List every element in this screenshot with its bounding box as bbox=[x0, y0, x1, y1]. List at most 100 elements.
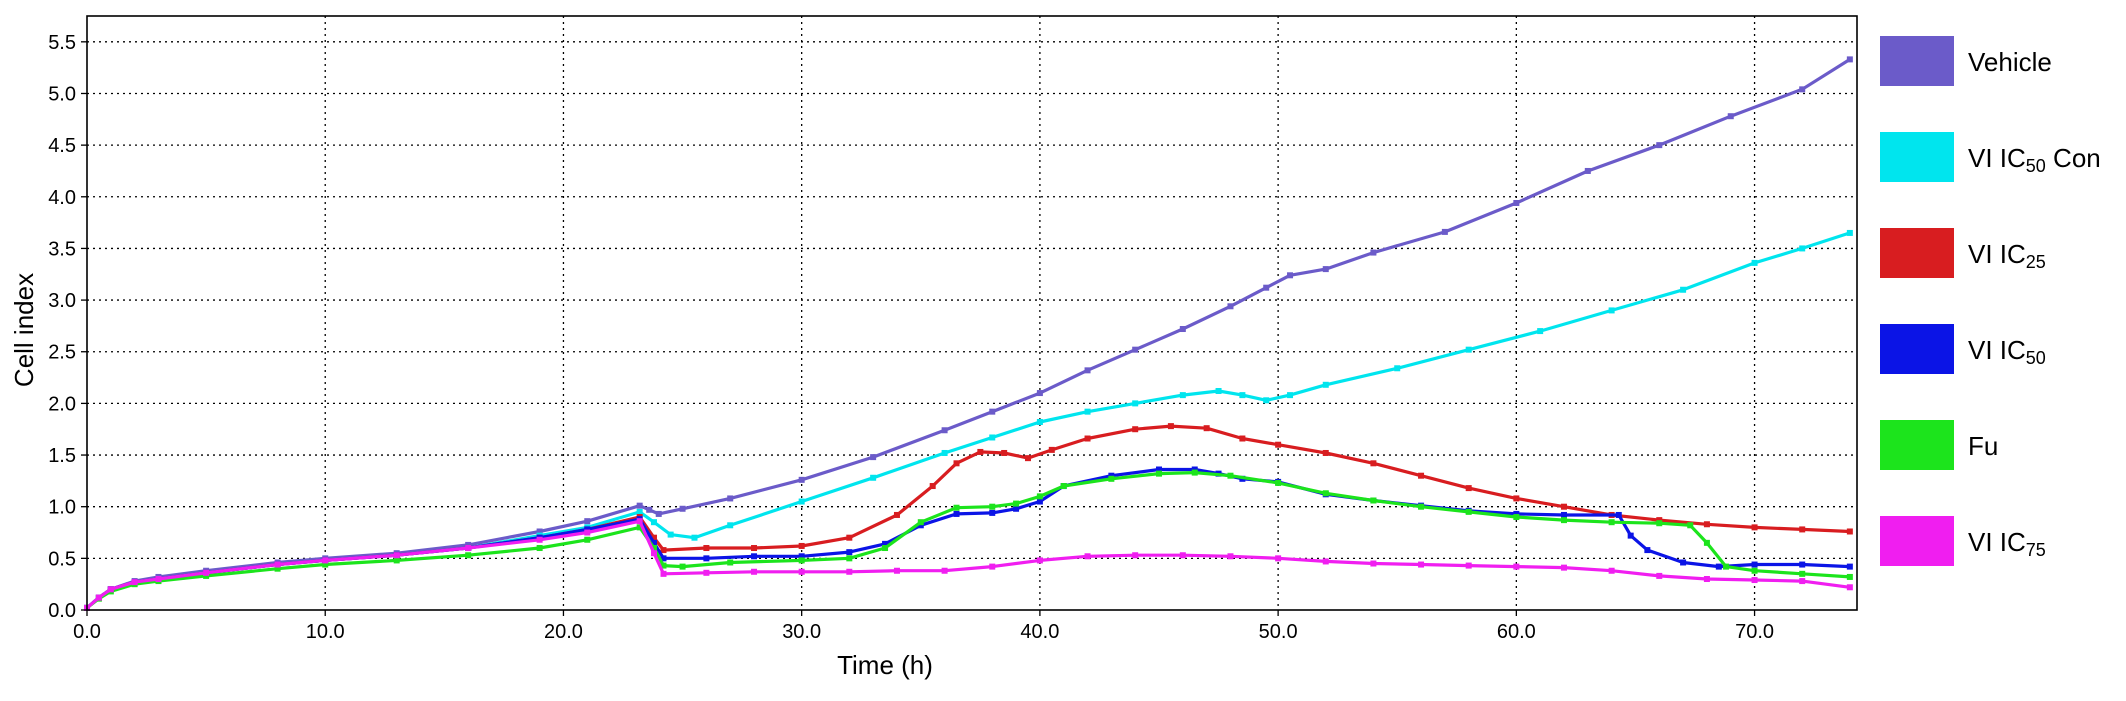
data-point-vehicle bbox=[941, 427, 948, 434]
data-point-vi-ic75 bbox=[1370, 560, 1377, 567]
data-point-vi-ic25 bbox=[929, 483, 936, 490]
data-point-vi-ic75 bbox=[846, 568, 853, 575]
legend: Vehicle VI IC50 Con VI IC25 VI IC50 Fu VI IC7… bbox=[1880, 36, 2101, 566]
data-point-vi-ic25 bbox=[953, 460, 960, 467]
data-point-vi-ic50-con bbox=[1036, 418, 1043, 425]
data-point-vehicle bbox=[870, 454, 877, 461]
data-point-vi-ic50-con bbox=[1608, 307, 1615, 314]
data-point-vi-ic25 bbox=[1322, 449, 1329, 456]
data-point-fu bbox=[1687, 522, 1694, 529]
y-tick-label: 2.5 bbox=[48, 342, 76, 364]
data-point-vi-ic25 bbox=[977, 448, 984, 455]
data-point-vehicle bbox=[1441, 228, 1448, 235]
data-point-vi-ic50-con bbox=[870, 474, 877, 481]
data-point-vehicle bbox=[679, 505, 686, 512]
series-vi-ic50 bbox=[84, 466, 1853, 611]
data-point-vi-ic50-con bbox=[798, 498, 805, 505]
data-point-fu bbox=[1013, 500, 1020, 507]
data-point-vi-ic50-con bbox=[650, 519, 657, 526]
data-point-vi-ic75 bbox=[107, 586, 114, 593]
series-line-fu bbox=[85, 471, 1852, 610]
data-point-vi-ic50 bbox=[751, 553, 758, 560]
data-point-vi-ic25 bbox=[1001, 449, 1008, 456]
data-point-vi-ic50 bbox=[1715, 563, 1722, 570]
data-point-vi-ic50 bbox=[1108, 472, 1115, 479]
data-point-vi-ic50 bbox=[798, 553, 805, 560]
data-point-fu bbox=[1799, 570, 1806, 577]
x-tick-label: 50.0 bbox=[1259, 621, 1298, 643]
series-vehicle bbox=[84, 56, 1853, 611]
data-point-vi-ic50-con bbox=[989, 434, 996, 441]
data-point-vi-ic50-con bbox=[1680, 286, 1687, 293]
data-point-vi-ic75 bbox=[155, 576, 162, 583]
data-point-fu bbox=[536, 545, 543, 552]
x-tick-label: 0.0 bbox=[73, 621, 101, 643]
data-point-vi-ic75 bbox=[274, 561, 281, 568]
data-point-vi-ic25 bbox=[1024, 455, 1031, 462]
data-point-vi-ic75 bbox=[1132, 552, 1139, 559]
data-point-vi-ic75 bbox=[1608, 567, 1615, 574]
data-point-fu bbox=[1513, 514, 1520, 521]
plot-frame bbox=[86, 15, 1858, 611]
data-point-vi-ic75 bbox=[1560, 564, 1567, 571]
data-point-vi-ic50 bbox=[703, 555, 710, 562]
data-point-vi-ic50-con bbox=[1394, 365, 1401, 372]
data-point-fu bbox=[1846, 573, 1853, 580]
series-line-vi-ic25 bbox=[85, 424, 1852, 610]
data-point-vi-ic50 bbox=[1680, 559, 1687, 566]
series-layer bbox=[84, 56, 1853, 611]
data-point-fu bbox=[679, 563, 686, 570]
data-point-fu bbox=[1156, 470, 1163, 477]
data-point-fu bbox=[1465, 508, 1472, 515]
data-point-vi-ic50 bbox=[584, 526, 591, 533]
data-point-vi-ic25 bbox=[1418, 472, 1425, 479]
series-line-vi-ic75 bbox=[85, 519, 1852, 610]
legend-swatch bbox=[1880, 36, 1954, 86]
data-point-vi-ic25 bbox=[798, 542, 805, 549]
data-point-vi-ic50-con bbox=[1263, 397, 1270, 404]
data-point-vi-ic75 bbox=[584, 529, 591, 536]
data-point-vi-ic75 bbox=[893, 567, 900, 574]
data-point-vi-ic75 bbox=[465, 545, 472, 552]
data-point-fu bbox=[917, 519, 924, 526]
legend-label: Fu bbox=[1968, 431, 1998, 461]
x-tick-label: 30.0 bbox=[782, 621, 821, 643]
data-point-vi-ic50-con bbox=[1215, 387, 1222, 394]
data-point-fu bbox=[1608, 519, 1615, 526]
data-point-vi-ic25 bbox=[1751, 524, 1758, 531]
data-point-vehicle bbox=[1132, 346, 1139, 353]
data-point-vi-ic50-con bbox=[1465, 346, 1472, 353]
data-point-vi-ic50 bbox=[1013, 505, 1020, 512]
data-point-vi-ic25 bbox=[1239, 435, 1246, 442]
data-point-vi-ic25 bbox=[846, 534, 853, 541]
y-tick-label: 5.0 bbox=[48, 83, 76, 105]
data-point-vi-ic25 bbox=[1846, 528, 1853, 535]
y-tick-label: 2.0 bbox=[48, 393, 76, 415]
data-point-fu bbox=[1036, 493, 1043, 500]
data-point-vi-ic50 bbox=[1627, 532, 1634, 539]
x-tick-label: 20.0 bbox=[544, 621, 583, 643]
data-point-vi-ic75 bbox=[989, 563, 996, 570]
data-point-vehicle bbox=[1287, 272, 1294, 279]
data-point-vi-ic75 bbox=[1799, 578, 1806, 585]
data-point-vehicle bbox=[646, 506, 653, 513]
data-point-fu bbox=[1722, 563, 1729, 570]
data-point-vi-ic50 bbox=[989, 509, 996, 516]
data-point-vi-ic75 bbox=[703, 569, 710, 576]
data-point-fu bbox=[322, 561, 329, 568]
y-tick-label: 5.5 bbox=[48, 32, 76, 54]
legend-item-vi-ic75: VI IC75 bbox=[1880, 516, 2046, 566]
data-point-vi-ic50 bbox=[917, 522, 924, 529]
data-point-vi-ic25 bbox=[1275, 441, 1282, 448]
data-point-fu bbox=[1418, 503, 1425, 510]
data-point-vi-ic50-con bbox=[1084, 408, 1091, 415]
data-point-vi-ic50 bbox=[1846, 563, 1853, 570]
y-tick-label: 1.0 bbox=[48, 497, 76, 519]
data-point-vehicle bbox=[1036, 390, 1043, 397]
data-point-vi-ic25 bbox=[1465, 485, 1472, 492]
series-line-vehicle bbox=[85, 57, 1852, 610]
data-point-fu bbox=[1191, 469, 1198, 476]
data-point-vehicle bbox=[1370, 249, 1377, 256]
x-axis-title: Time (h) bbox=[837, 650, 933, 680]
